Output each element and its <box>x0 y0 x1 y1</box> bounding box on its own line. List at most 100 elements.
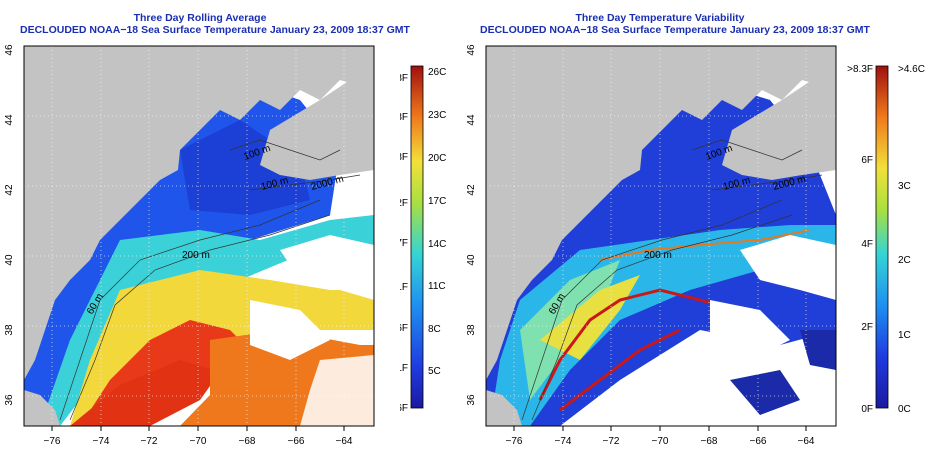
contour-line <box>521 199 783 421</box>
lon-tick-labels: −76 −74 −72 −70 −68 −66 −64 <box>44 436 353 447</box>
left-sst-map: 100 m 100 m 2000 m 200 m 60 m −76 −74 −7… <box>4 44 375 447</box>
colorbar-label-c: 11C <box>428 281 446 292</box>
left-colorbar: 78F 73F 68F 62F 57F 51F 46F 41F 36F 26C … <box>400 65 446 414</box>
lat-tick-label: 38 <box>4 324 15 336</box>
lon-tick-label: −76 <box>506 436 523 447</box>
lon-tick-label: −66 <box>750 436 767 447</box>
colorbar-label-f: 0F <box>861 404 873 415</box>
lon-tick-label: −72 <box>141 436 158 447</box>
colorbar-label-c: 8C <box>428 324 441 335</box>
lon-tick-label: −64 <box>336 436 353 447</box>
colorbar-label-c: 26C <box>428 67 446 78</box>
cloud-patch <box>300 355 374 426</box>
colorbar-label-f: >8.3F <box>847 64 873 75</box>
lon-tick-label: −68 <box>239 436 256 447</box>
lat-tick-label: 46 <box>4 44 15 56</box>
lat-tick-label: 44 <box>466 114 477 126</box>
lon-tick-label: −74 <box>93 436 110 447</box>
colorbar-left-labels: >8.3F 6F 4F 2F 0F <box>847 64 873 415</box>
right-variability-map: 100 m 100 m 2000 m 200 m 60 m −76 −74 −7… <box>466 44 837 447</box>
colorbar-label-f: 36F <box>400 403 408 414</box>
colorbar-label-f: 4F <box>861 239 873 250</box>
gulf-stream-core <box>70 360 220 426</box>
lat-tick-labels: 46 44 42 40 38 36 <box>466 44 477 406</box>
colorbar-label-f: 2F <box>861 322 873 333</box>
lat-tick-label: 46 <box>466 44 477 56</box>
left-title-line2: DECLOUDED NOAA−18 Sea Surface Temperatur… <box>20 24 410 36</box>
colorbar-label-f: 57F <box>400 238 408 249</box>
lat-tick-label: 42 <box>466 184 477 196</box>
lon-tick-label: −70 <box>190 436 207 447</box>
contour-line <box>711 174 823 191</box>
gulf-of-maine-water <box>180 120 310 215</box>
colorbar-gradient <box>410 65 424 409</box>
lon-tick-label: −74 <box>555 436 572 447</box>
lat-tick-label: 36 <box>466 394 477 406</box>
colorbar-label-c: 5C <box>428 366 441 377</box>
lon-tick-label: −72 <box>603 436 620 447</box>
graticule <box>486 46 836 426</box>
colorbar-label-f: 68F <box>400 152 408 163</box>
contour-label: 200 m <box>182 250 210 261</box>
lon-tick-label: −68 <box>701 436 718 447</box>
low-variability-patch <box>800 330 836 370</box>
contour-line <box>531 214 793 421</box>
lat-tick-label: 38 <box>466 324 477 336</box>
colorbar-gradient <box>875 65 889 409</box>
slope-water <box>40 215 374 426</box>
lat-tick-label: 36 <box>4 394 15 406</box>
land-south <box>24 390 60 426</box>
colorbar-label-c: 1C <box>898 330 911 341</box>
lat-tick-label: 40 <box>4 254 15 266</box>
contour-line <box>691 139 803 161</box>
left-title-line1: Three Day Rolling Average <box>133 12 267 24</box>
contour-line <box>229 139 341 161</box>
high-variability-front <box>599 229 811 261</box>
colorbar-label-c: 23C <box>428 110 446 121</box>
contour-line <box>249 174 361 191</box>
lat-tick-labels: 46 44 42 40 38 36 <box>4 44 15 406</box>
cloud-patch <box>740 235 836 300</box>
nova-scotia <box>260 70 374 180</box>
lon-tick-label: −76 <box>44 436 61 447</box>
colorbar-label-c: 2C <box>898 255 911 266</box>
land-north <box>24 46 374 380</box>
contour-label: 200 m <box>644 250 672 261</box>
colorbar-label-c: >4.6C <box>898 64 925 75</box>
lon-tick-label: −64 <box>798 436 815 447</box>
nova-scotia <box>722 70 836 180</box>
contour-line <box>59 199 321 421</box>
variability-field <box>490 225 836 426</box>
colorbar-label-f: 51F <box>400 282 408 293</box>
high-variability-front <box>538 288 741 412</box>
colorbar-label-c: 20C <box>428 153 446 164</box>
right-title-line1: Three Day Temperature Variability <box>575 12 745 24</box>
colorbar-label-f: 41F <box>400 363 408 374</box>
colorbar-label-c: 0C <box>898 404 911 415</box>
low-variability-patch <box>730 370 800 415</box>
land-south <box>486 390 522 426</box>
colorbar-label-c: 14C <box>428 239 446 250</box>
colorbar-label-c: 17C <box>428 196 446 207</box>
lon-tick-marks <box>51 426 345 431</box>
lon-tick-marks <box>513 426 807 431</box>
land-north <box>486 46 836 380</box>
lon-tick-labels: −76 −74 −72 −70 −68 −66 −64 <box>506 436 815 447</box>
colorbar-label-c: 3C <box>898 181 911 192</box>
lon-tick-label: −70 <box>652 436 669 447</box>
lat-tick-label: 40 <box>466 254 477 266</box>
colorbar-right-labels: >4.6C 3C 2C 1C 0C <box>898 64 925 415</box>
colorbar-right-labels: 26C 23C 20C 17C 14C 11C 8C 5C <box>428 67 446 377</box>
right-title-line2: DECLOUDED NOAA−18 Sea Surface Temperatur… <box>480 24 870 36</box>
contour-line <box>69 214 331 421</box>
colorbar-label-f: 73F <box>400 112 408 123</box>
lon-tick-label: −66 <box>288 436 305 447</box>
right-colorbar: >8.3F 6F 4F 2F 0F >4.6C 3C 2C 1C 0C <box>847 64 925 415</box>
colorbar-label-f: 78F <box>400 73 408 84</box>
lat-tick-label: 42 <box>4 184 15 196</box>
lat-tick-label: 44 <box>4 114 15 126</box>
cloud-patch <box>280 235 374 300</box>
colorbar-label-f: 62F <box>400 198 408 209</box>
colorbar-label-f: 46F <box>400 323 408 334</box>
colorbar-label-f: 6F <box>861 155 873 166</box>
